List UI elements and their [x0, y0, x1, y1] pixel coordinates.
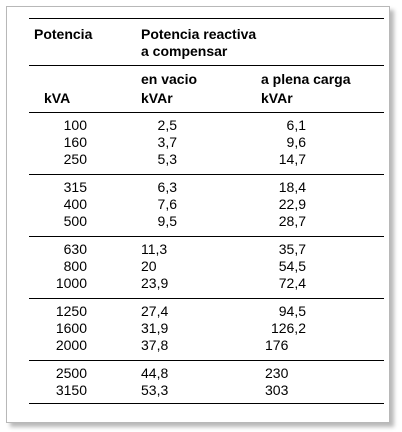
- cell-kva: 800: [63, 258, 87, 274]
- cell-full-load: 28,7: [278, 213, 306, 229]
- cell-full-load: 72,4: [278, 275, 306, 291]
- table-row: 160 3,7 9,6: [7, 134, 389, 151]
- table-row: 3150 53,3 303: [7, 382, 389, 399]
- subheader-a-plena-carga: a plena carga: [261, 71, 351, 87]
- cell-no-load: 7,6: [157, 196, 177, 212]
- cell-kva: 2500: [55, 365, 87, 381]
- cell-no-load: 9,5: [157, 213, 177, 229]
- header-kva: kVA: [44, 90, 71, 106]
- cell-kva: 3150: [55, 382, 87, 398]
- rule-group-5: [29, 360, 384, 361]
- subheader-kvar-full-load: kVAr: [261, 90, 293, 106]
- table-body: 100 2,5 6,1 160 3,7 9,6 250 5,3 14,7 315…: [7, 7, 389, 422]
- cell-no-load: 27,4: [141, 303, 169, 319]
- cell-no-load: 37,8: [141, 337, 169, 353]
- header-potencia-reactiva: Potencia reactiva: [141, 26, 257, 42]
- cell-no-load: 2,5: [157, 117, 177, 133]
- table-row: 400 7,6 22,9: [7, 196, 389, 213]
- header-potencia: Potencia: [34, 26, 93, 42]
- cell-full-load: 22,9: [278, 196, 306, 212]
- cell-no-load: 44,8: [141, 365, 169, 381]
- table-row: 1600 31,9 126,2: [7, 320, 389, 337]
- cell-no-load: 5,3: [157, 151, 177, 167]
- cell-no-load: 53,3: [141, 382, 169, 398]
- cell-kva: 315: [63, 179, 87, 195]
- cell-no-load: 11,3: [141, 241, 168, 257]
- subheader-kvar-no-load: kVAr: [141, 90, 173, 106]
- cell-full-load: 6,1: [286, 117, 306, 133]
- rule-group-4: [29, 298, 384, 299]
- table-row: 1000 23,9 72,4: [7, 275, 389, 292]
- cell-kva: 1000: [55, 275, 87, 291]
- rule-bottom: [29, 403, 384, 404]
- cell-full-load: 35,7: [278, 241, 306, 257]
- rule-top: [29, 18, 384, 19]
- cell-kva: 1250: [55, 303, 87, 319]
- rule-group-2: [29, 174, 384, 175]
- cell-full-load: 126,2: [270, 320, 306, 336]
- table-row: 1250 27,4 94,5: [7, 303, 389, 320]
- cell-full-load: 230: [265, 365, 289, 381]
- cell-full-load: 94,5: [278, 303, 306, 319]
- table-row: 315 6,3 18,4: [7, 179, 389, 196]
- cell-full-load: 176: [265, 337, 289, 353]
- cell-kva: 400: [63, 196, 87, 212]
- cell-kva: 630: [63, 241, 87, 257]
- cell-no-load: 23,9: [141, 275, 169, 291]
- rule-group-3: [29, 236, 384, 237]
- cell-kva: 1600: [55, 320, 87, 336]
- cell-kva: 160: [63, 134, 87, 150]
- cell-kva: 100: [63, 117, 87, 133]
- cell-full-load: 9,6: [286, 134, 306, 150]
- table-row: 250 5,3 14,7: [7, 151, 389, 168]
- table-row: 500 9,5 28,7: [7, 213, 389, 230]
- cell-no-load: 3,7: [157, 134, 177, 150]
- cell-full-load: 18,4: [278, 179, 306, 195]
- header-a-compensar: a compensar: [141, 43, 228, 59]
- cell-full-load: 54,5: [278, 258, 306, 274]
- rule-group-1: [29, 112, 384, 113]
- rule-header: [29, 65, 384, 66]
- cell-kva: 500: [63, 213, 87, 229]
- cell-full-load: 14,7: [278, 151, 306, 167]
- subheader-en-vacio: en vacio: [141, 71, 198, 87]
- cell-no-load: 6,3: [157, 179, 177, 195]
- cell-kva: 250: [63, 151, 87, 167]
- table-row: 100 2,5 6,1: [7, 117, 389, 134]
- table-row: 2500 44,8 230: [7, 365, 389, 382]
- table-row: 2000 37,8 176: [7, 337, 389, 354]
- cell-full-load: 303: [265, 382, 289, 398]
- table-card: Potencia Potencia reactiva a compensar e…: [6, 6, 390, 423]
- cell-kva: 2000: [55, 337, 87, 353]
- cell-no-load: 31,9: [141, 320, 169, 336]
- table-row: 800 20 54,5: [7, 258, 389, 275]
- table-row: 630 11,3 35,7: [7, 241, 389, 258]
- cell-no-load: 20: [141, 258, 157, 274]
